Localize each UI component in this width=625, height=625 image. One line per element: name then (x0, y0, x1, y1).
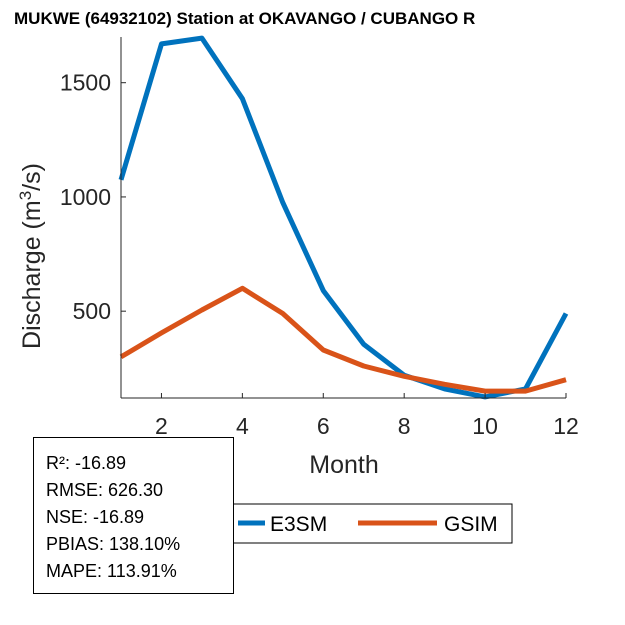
legend-label-e3sm: E3SM (270, 513, 327, 536)
stats-rmse: RMSE: 626.30 (46, 480, 164, 500)
plot-area (118, 35, 569, 400)
x-tick-label: 8 (398, 413, 411, 439)
legend: E3SM GSIM (229, 503, 513, 544)
x-tick-label: 6 (317, 413, 330, 439)
y-tick-label: 1000 (60, 184, 111, 210)
legend-label-gsim: GSIM (444, 513, 498, 536)
stats-r2: R²: -16.89 (46, 453, 127, 473)
x-tick-label: 12 (553, 413, 579, 439)
stats-box: R²: -16.89 RMSE: 626.30 NSE: -16.89 PBIA… (33, 437, 234, 594)
stats-pbias: PBIAS: 138.10% (46, 534, 181, 554)
series-line-e3sm (118, 35, 569, 400)
y-tick-label: 500 (73, 298, 111, 324)
plot-background (121, 37, 566, 398)
y-axis-label: Discharge (m3/s) (16, 163, 46, 349)
y-tick-labels: 500 1000 1500 (60, 70, 111, 324)
x-tick-label: 2 (155, 413, 168, 439)
series-line-gsim (119, 285, 567, 394)
y-tick-label: 1500 (60, 70, 111, 96)
x-tick-labels: 2 4 6 8 10 12 (155, 413, 579, 439)
x-tick-label: 4 (236, 413, 249, 439)
x-tick-label: 10 (472, 413, 498, 439)
stats-mape: MAPE: 113.91% (46, 561, 177, 581)
stats-nse: NSE: -16.89 (46, 507, 145, 527)
chart-title: MUKWE (64932102) Station at OKAVANGO / C… (14, 9, 475, 28)
x-axis-label: Month (309, 451, 378, 479)
